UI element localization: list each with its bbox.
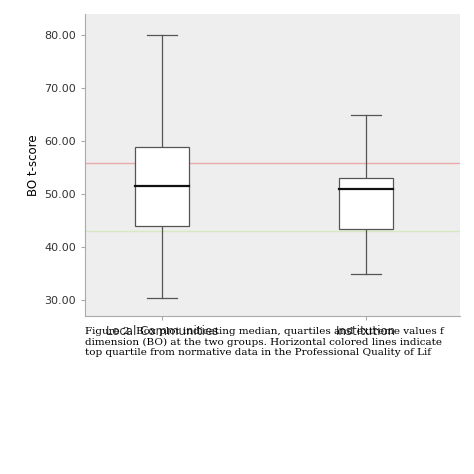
Text: Figure 2. Box plot indicating median, quartiles and extreme values f
dimension (: Figure 2. Box plot indicating median, qu…: [85, 327, 444, 357]
Bar: [135, 146, 189, 226]
Bar: [339, 179, 393, 229]
Y-axis label: BO t-score: BO t-score: [27, 135, 40, 196]
